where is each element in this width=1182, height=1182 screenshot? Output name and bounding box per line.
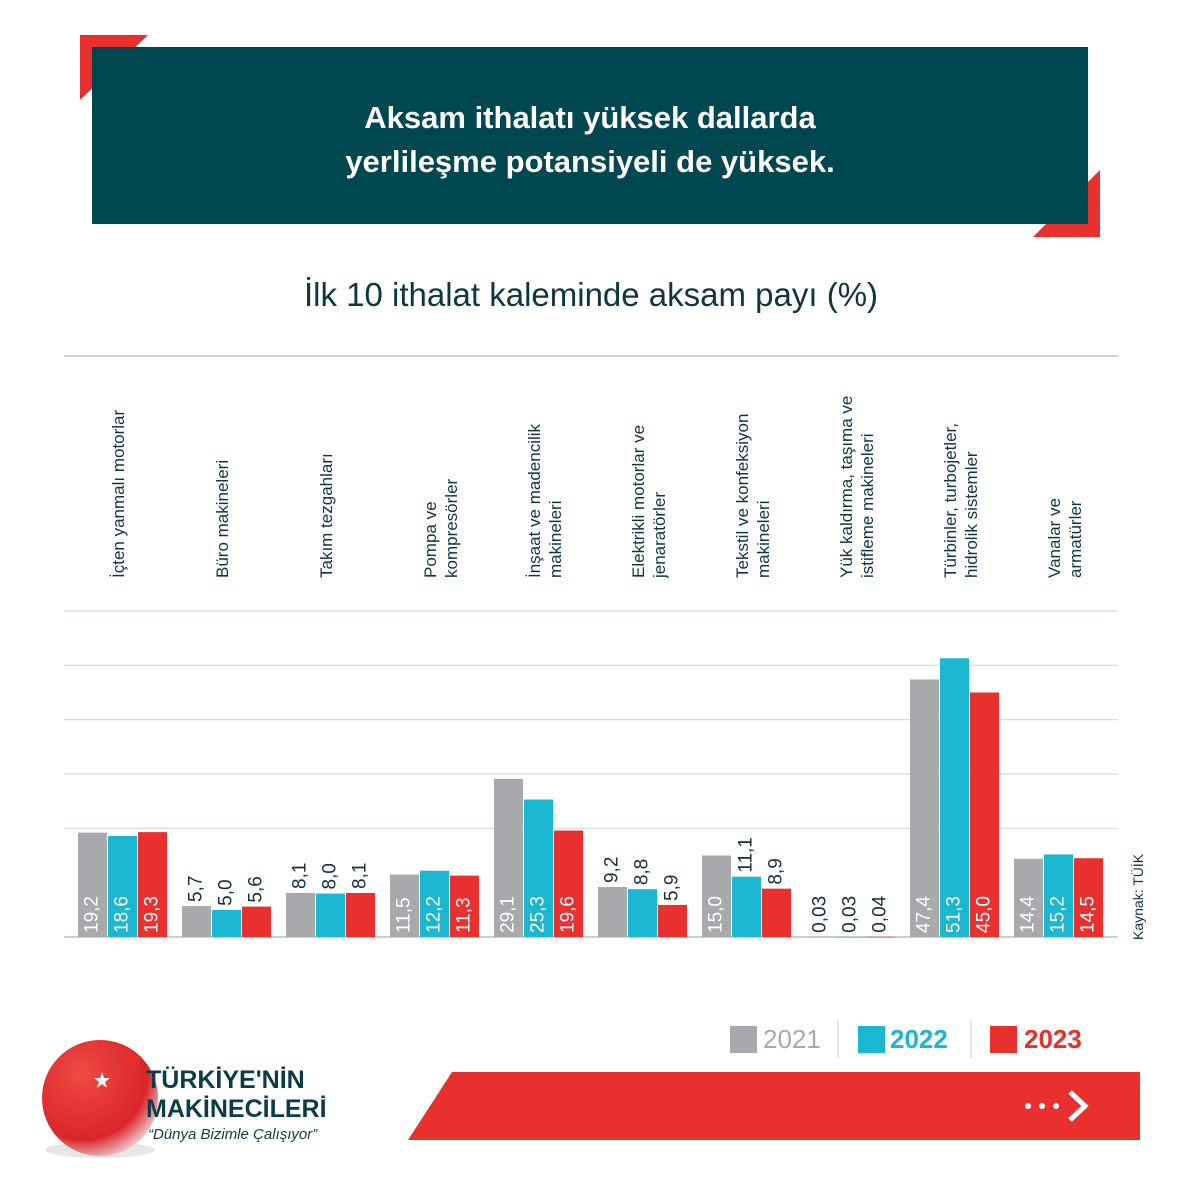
bar [286,892,315,937]
chart-title: İlk 10 ithalat kaleminde aksam payı (%) [303,276,879,313]
bar [420,870,449,937]
bar [1044,854,1073,937]
value-label: 15,0 [706,896,727,933]
value-label: 0,03 [810,896,831,933]
value-label: 0,03 [840,896,861,933]
bar [450,875,479,937]
value-label: 5,0 [216,879,237,905]
logo-ball [42,1040,158,1156]
category-label: Takım tezgahları [317,453,336,578]
value-label: 8,1 [290,863,311,889]
value-label: 19,6 [558,896,579,933]
category-label: Vanalar ve armatürler [1045,497,1085,578]
value-label: 11,3 [454,897,475,933]
value-label: 47,4 [914,896,935,933]
category-label: Elektrikli motorlar ve jenaratörler [629,424,669,578]
value-label: 11,5 [394,897,415,933]
value-label: 8,0 [320,863,341,889]
bar [1074,858,1103,937]
value-label: 5,9 [662,875,683,901]
footer-band [408,1072,1140,1140]
value-label: 8,9 [766,858,787,884]
value-label: 15,2 [1048,896,1069,933]
legend-swatch [858,1026,885,1053]
value-label: 9,2 [602,857,623,883]
bar [970,692,999,937]
bar [390,874,419,937]
category-label: İnşaat ve madencilik makineleri [525,423,565,578]
legend-label: 2022 [890,1024,948,1054]
value-label: 14,4 [1018,896,1039,933]
bar [910,679,939,937]
value-label: 5,7 [186,876,207,902]
bar [806,936,835,938]
value-label: 45,0 [974,896,995,933]
bar [108,835,137,937]
legend-label: 2023 [1024,1024,1082,1054]
value-label: 0,04 [870,895,891,932]
category-label: Yük kaldırma, taşıma ve istifleme makine… [837,395,877,578]
bar [524,799,553,937]
value-label: 29,1 [498,896,519,933]
bar [316,893,345,937]
bar [762,888,791,937]
value-label: 51,3 [944,896,965,933]
category-label: İçten yanmalı motorlar [109,409,128,578]
bar [138,832,167,937]
category-label: Büro makineleri [213,459,232,578]
legend-swatch [990,1026,1017,1053]
bar [598,887,627,937]
bar [494,778,523,937]
category-label: Pompa ve kompresörler [421,478,461,578]
value-label: 12,2 [424,896,445,933]
bar [346,892,375,937]
header-box [92,47,1088,224]
header-title: Aksam ithalatı yüksek dallarda yerlileşm… [345,100,835,179]
value-label: 18,6 [112,896,133,933]
logo-star [119,1048,141,1069]
source-note: Kaynak: TÜİK [1130,853,1146,940]
value-label: 8,1 [350,863,371,889]
legend-label: 2021 [763,1024,821,1054]
brand-name: TÜRKİYE'NİN MAKİNECİLERİ [146,1066,327,1123]
bar [1014,858,1043,937]
value-label: 19,3 [142,896,163,933]
value-label: 19,2 [82,896,103,933]
bar [554,830,583,937]
bar [628,889,657,937]
value-label: 14,5 [1078,896,1099,933]
bar [242,906,271,937]
value-label: 11,1 [736,837,757,873]
bar [836,936,865,938]
bar [940,658,969,937]
logo-star [94,1072,110,1088]
bar [732,876,761,937]
arrow-icon [1025,1090,1089,1122]
value-label: 5,6 [246,876,267,902]
legend-swatch [730,1026,757,1053]
value-label: 8,8 [632,859,653,885]
bar [212,909,241,937]
bar [78,832,107,937]
bar [658,904,687,937]
bar [866,936,895,938]
category-label: Türbinler, turbojetler, hidrolik sisteml… [941,423,981,578]
brand-tagline: “Dünya Bizimle Çalışıyor” [148,1126,318,1143]
bar [702,855,731,937]
value-label: 25,3 [528,896,549,933]
bar [182,906,211,937]
category-label: Tekstil ve konfeksiyon makineleri [733,413,773,578]
